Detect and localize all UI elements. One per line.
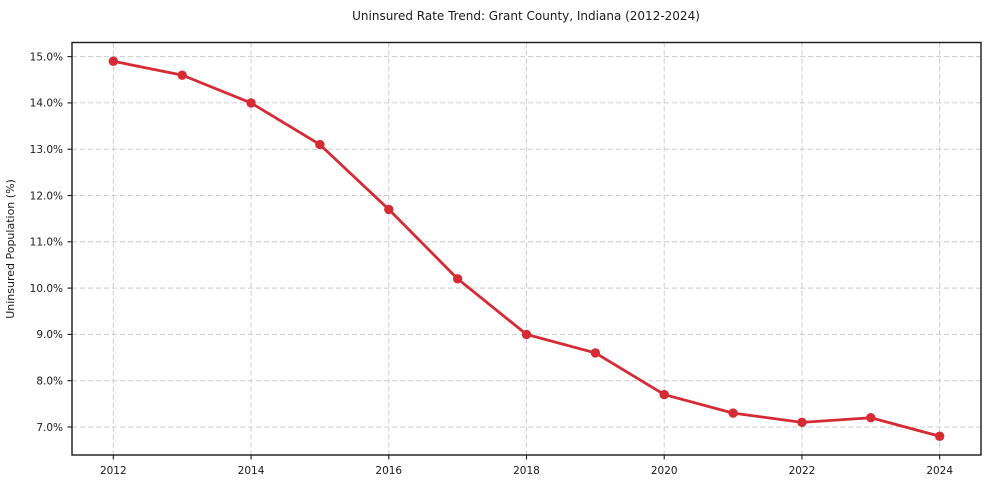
plot-area: 7.0% 8.0% 9.0% 10.0% 11.0% 12.0% 13.0% 14.0% 15.… [30,41,982,477]
x-tick-label: 2012 [100,465,127,477]
y-tick-label: 9.0% [36,329,63,341]
x-tick-label: 2020 [651,465,678,477]
data-point-2018 [521,329,532,340]
data-point-2013 [177,70,187,80]
data-point-2017 [452,274,463,284]
x-tick-label: 2014 [238,465,265,477]
data-point-2012 [108,56,119,66]
y-tick-label: 11.0% [30,237,63,249]
y-tick-label: 7.0% [36,422,63,434]
x-tick-label: 2016 [375,465,402,477]
x-tick-label: 2024 [926,465,953,477]
data-point-2022 [797,417,807,428]
y-tick-label: 10.0% [30,283,63,295]
y-tick-label: 14.0% [30,98,63,110]
y-tick-label: 15.0% [30,51,63,63]
data-point-2019 [590,348,601,358]
y-axis-title: Uninsured Population (%) [4,179,17,319]
x-tick-label: 2018 [513,465,540,477]
data-point-2023 [866,413,876,423]
chart-title: Uninsured Rate Trend: Grant County, Indi… [352,9,700,23]
y-tick-label: 8.0% [36,375,63,387]
data-point-2015 [315,139,325,150]
data-point-2020 [659,389,669,400]
data-point-2014 [246,98,256,108]
data-point-2021 [728,408,738,418]
data-point-2024 [934,431,945,441]
x-tick-label: 2022 [789,465,816,477]
data-point-2016 [384,204,394,215]
y-tick-label: 13.0% [30,144,63,156]
y-tick-label: 12.0% [30,190,63,202]
